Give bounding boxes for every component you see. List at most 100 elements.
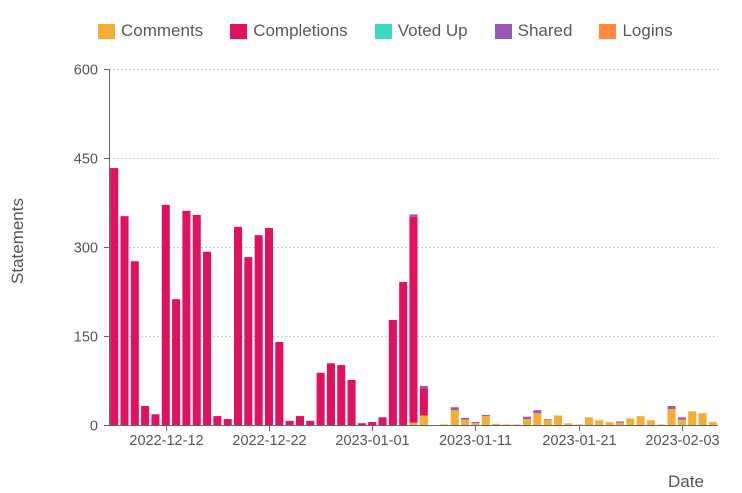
bar-comments-2023-01-21 <box>574 424 583 425</box>
bar-comments-2023-01-09 <box>450 410 459 425</box>
legend-swatch-completions <box>230 23 248 39</box>
bar-shared-2023-01-16 <box>523 416 532 420</box>
bar-comments-2023-01-26 <box>615 422 624 425</box>
bar-completions-2022-12-15 <box>192 214 201 425</box>
bar-completions-2022-12-09 <box>130 261 139 425</box>
bar-comments-2023-01-14 <box>502 424 511 425</box>
bar-completions-2022-12-20 <box>244 257 253 425</box>
bar-completions-2023-01-02 <box>378 417 387 425</box>
bar-completions-2022-12-10 <box>141 406 150 425</box>
bar-comments-2023-02-01 <box>657 424 666 425</box>
bar-comments-2023-01-13 <box>492 423 501 425</box>
legend-swatch-shared <box>494 23 512 39</box>
x-axis-ticks: 2022-12-12 2022-12-22 2023-01-01 2023-01-11… <box>129 425 720 449</box>
bar-shared-2023-01-26 <box>615 421 624 423</box>
bar-comments-2023-01-06 <box>419 415 428 425</box>
bar-shared-2023-01-17 <box>533 410 542 414</box>
y-tick-label: 450 <box>74 152 98 168</box>
bar-comments-2023-01-10 <box>461 419 470 425</box>
bar-completions-2022-12-17 <box>213 416 222 425</box>
legend-swatch-voted-up <box>374 23 392 39</box>
bar-completions-2022-12-27 <box>316 372 325 425</box>
bar-shared-2023-01-12 <box>481 414 490 417</box>
bar-completions-2022-12-08 <box>120 216 129 425</box>
x-tick-label: 2022-12-22 <box>232 433 306 449</box>
bar-comments-2023-01-27 <box>626 418 635 425</box>
legend-swatch-logins <box>599 23 617 39</box>
bar-completions-2022-12-14 <box>182 210 191 425</box>
bar-shared-2023-01-05 <box>409 214 418 217</box>
bar-shared-2023-01-10 <box>461 417 470 420</box>
legend-item-voted-up[interactable]: Voted Up <box>374 21 468 41</box>
bar-completions-2022-12-25 <box>295 416 304 425</box>
bar-completions-2023-01-01 <box>368 422 377 425</box>
bar-shared-2023-02-02 <box>667 406 676 409</box>
legend-label-logins: Logins <box>622 21 673 40</box>
bar-comments-2023-02-04 <box>688 411 697 425</box>
legend-item-logins[interactable]: Logins <box>599 21 673 41</box>
bar-comments-2023-02-03 <box>677 419 686 425</box>
bar-completions-2023-01-03 <box>388 319 397 425</box>
bar-comments-2023-01-31 <box>646 420 655 425</box>
bar-completions-2022-12-18 <box>223 419 232 425</box>
legend-item-comments[interactable]: Comments <box>98 21 203 41</box>
bar-shared-2023-02-03 <box>677 417 686 420</box>
bar-comments-2023-02-06 <box>708 422 717 425</box>
bar-comments-2023-01-15 <box>512 424 521 425</box>
bar-comments-2023-01-12 <box>481 416 490 425</box>
bar-shared-2023-01-11 <box>471 422 480 424</box>
bar-completions-2022-12-07 <box>110 168 119 425</box>
x-tick-label: 2023-01-01 <box>335 433 409 449</box>
legend-item-shared[interactable]: Shared <box>494 21 572 41</box>
bar-comments-2023-01-25 <box>605 422 614 425</box>
bars <box>110 168 717 425</box>
bar-shared-2023-01-18 <box>543 419 552 420</box>
y-axis-label: Statements <box>8 198 27 284</box>
bar-comments-2023-02-02 <box>667 408 676 425</box>
bar-completions-2022-12-28 <box>326 363 335 425</box>
x-axis-label: Date <box>668 472 704 491</box>
legend-label-comments: Comments <box>121 21 204 40</box>
bar-completions-2022-12-24 <box>285 420 294 425</box>
y-tick-label: 150 <box>74 330 98 346</box>
bar-comments-2023-01-11 <box>471 423 480 425</box>
bar-comments-2023-01-18 <box>543 419 552 425</box>
bar-completions-2023-01-06 <box>419 388 428 416</box>
bar-comments-2023-01-05 <box>409 422 418 425</box>
bar-shared-2023-01-09 <box>450 407 459 411</box>
x-tick-label: 2022-12-12 <box>129 433 203 449</box>
legend-swatch-comments <box>98 23 115 39</box>
bar-comments-2023-01-19 <box>553 415 563 425</box>
bar-completions-2022-12-12 <box>161 204 170 425</box>
bar-completions-2022-12-16 <box>203 251 212 425</box>
bar-comments-2023-01-17 <box>533 413 542 425</box>
bar-completions-2022-12-31 <box>357 423 366 425</box>
bar-comments-2023-01-16 <box>523 419 532 425</box>
x-tick-label: 2023-02-03 <box>645 433 719 449</box>
bar-comments-2023-01-24 <box>595 420 604 425</box>
bar-comments-2023-02-05 <box>698 413 707 425</box>
bar-completions-2022-12-11 <box>151 414 160 425</box>
bar-completions-2022-12-19 <box>234 226 243 425</box>
legend-item-completions[interactable]: Completions <box>230 21 348 41</box>
bar-shared-2023-01-06 <box>419 385 428 389</box>
y-tick-label: 300 <box>74 241 98 257</box>
bar-completions-2022-12-13 <box>172 299 181 425</box>
x-tick-label: 2023-01-21 <box>542 433 616 449</box>
bar-comments-2023-01-20 <box>564 423 573 425</box>
chart-legend: Comments Completions Voted Up Shared Log… <box>98 21 673 41</box>
bar-comments-2023-01-23 <box>584 417 593 425</box>
bar-completions-2022-12-21 <box>254 235 263 425</box>
bar-completions-2022-12-26 <box>306 420 315 425</box>
bar-comments-2023-01-08 <box>440 424 449 425</box>
y-tick-label: 0 <box>90 419 98 435</box>
bar-completions-2022-12-30 <box>347 379 356 425</box>
x-tick-label: 2023-01-11 <box>439 433 512 449</box>
bar-comments-2023-01-30 <box>636 416 645 425</box>
bar-completions-2022-12-22 <box>264 228 274 425</box>
y-tick-label: 600 <box>74 63 98 79</box>
bar-completions-2022-12-29 <box>337 365 346 425</box>
y-axis-ticks: 0 150 300 450 600 <box>74 63 109 435</box>
